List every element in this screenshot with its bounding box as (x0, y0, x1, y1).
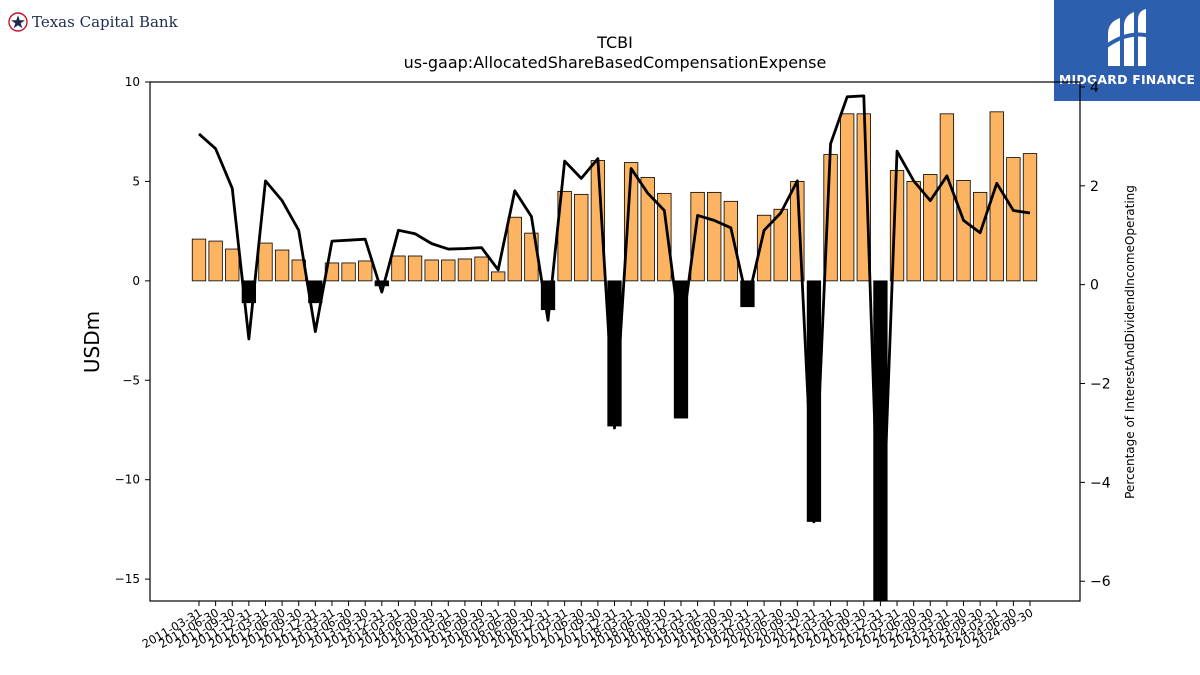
bar-2019-03-31 (690, 191, 705, 282)
bar-2022-09-30 (923, 174, 938, 282)
y-tick-label: −15 (115, 572, 140, 586)
y2-tick-label: −2 (1090, 377, 1111, 393)
bars-layer (191, 111, 1038, 602)
bar-2023-03-31 (939, 113, 955, 282)
bar-2019-06-30 (707, 191, 722, 282)
bar-2017-06-30 (574, 193, 589, 282)
midgard-finance-logo: MIDGARD FINANCE (1054, 0, 1200, 101)
y-tick-label: −10 (115, 473, 140, 487)
bar-2011-09-30 (225, 248, 240, 282)
bar-2019-09-30 (723, 200, 738, 282)
bar-2020-06-30 (773, 208, 788, 282)
bar-2011-03-31 (191, 238, 207, 282)
star-circle-icon (8, 12, 28, 32)
y2-tick-label: −6 (1090, 574, 1111, 590)
bar-2024-06-30 (1006, 157, 1021, 282)
texas-capital-bank-name: Texas Capital Bank (32, 13, 178, 31)
y-tick-label: 10 (125, 75, 140, 89)
bar-2014-03-31 (391, 255, 406, 282)
y2-tick-label: 2 (1090, 179, 1099, 195)
y-tick-label: −5 (122, 373, 140, 387)
bar-2015-06-30 (457, 258, 473, 282)
y2-axis-label: Percentage of InterestAndDividendIncomeO… (1123, 185, 1137, 499)
x-axis: 2011-03-312011-06-302011-09-302011-12-31… (140, 601, 1036, 651)
y2-tick-label: 0 (1090, 278, 1099, 294)
bar-2018-09-30 (657, 192, 672, 282)
bar-2014-06-30 (407, 255, 423, 282)
bar-2014-09-30 (424, 259, 439, 282)
bar-2023-06-30 (956, 180, 971, 282)
chart-subtitle: us-gaap:AllocatedShareBasedCompensationE… (404, 53, 827, 72)
bar-2015-09-30 (474, 256, 489, 282)
chart-title: TCBI (596, 33, 633, 52)
bar-2020-03-31 (756, 214, 772, 282)
y-tick-label: 5 (132, 174, 140, 188)
y2-tick-label: −4 (1090, 475, 1111, 491)
midgard-finance-mark-icon (1102, 9, 1151, 66)
y-axis-label: USDm (80, 311, 104, 373)
texas-capital-bank-logo: Texas Capital Bank (8, 12, 178, 32)
bar-2022-06-30 (906, 181, 921, 282)
bar-2023-09-30 (972, 191, 988, 282)
y-axis-left: 10 5 0 −5 −10 −15 (115, 75, 150, 586)
bar-2018-03-31 (623, 162, 639, 282)
bar-2021-06-30 (840, 113, 855, 282)
y-tick-label: 0 (132, 274, 140, 288)
bar-2011-06-30 (208, 240, 223, 282)
bar-2013-09-30 (358, 260, 373, 282)
line-layer (198, 94, 1031, 598)
bar-2024-09-30 (1022, 153, 1038, 282)
y2-tick-label: 4 (1090, 80, 1099, 96)
bar-2015-03-31 (441, 259, 456, 282)
bar-2012-06-30 (274, 249, 290, 282)
series-line (198, 94, 1031, 598)
bar-2018-06-30 (640, 177, 655, 282)
bar-2012-03-31 (258, 242, 273, 282)
bar-2016-03-31 (491, 271, 506, 282)
midgard-finance-name: MIDGARD FINANCE (1058, 72, 1196, 87)
bar-2013-12-31 (374, 280, 389, 287)
bar-2016-06-30 (507, 216, 522, 282)
y-axis-right: 4 2 0 −2 −4 −6 (1080, 80, 1111, 590)
bar-2013-06-30 (341, 262, 356, 282)
